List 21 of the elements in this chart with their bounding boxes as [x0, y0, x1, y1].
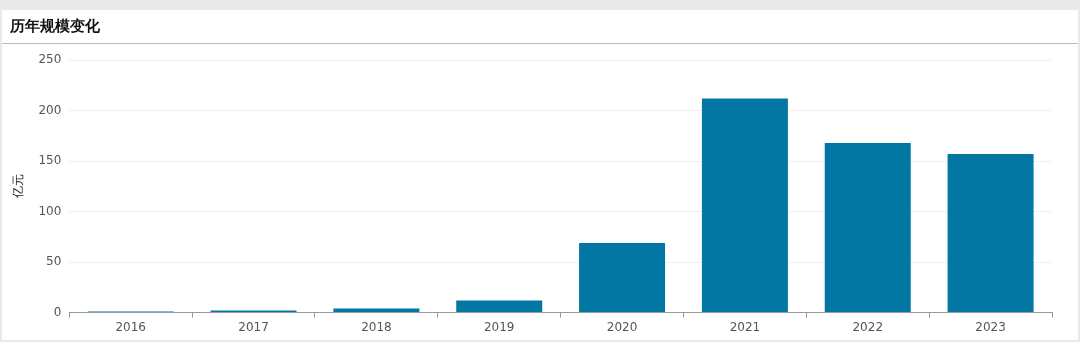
bar: [579, 242, 666, 313]
x-tick-label: 2019: [483, 319, 515, 334]
y-tick-label: 150: [38, 153, 62, 168]
y-tick-label: 100: [38, 203, 62, 218]
chart-title: 历年规模变化: [10, 17, 100, 36]
y-axis-title: 亿元: [11, 174, 26, 200]
x-tick-label: 2017: [238, 319, 269, 334]
x-tick-label: 2016: [115, 319, 146, 334]
x-tick-label: 2020: [606, 319, 638, 334]
y-tick-label: 50: [46, 254, 62, 269]
y-tick-label: 250: [38, 52, 62, 67]
bar: [701, 98, 788, 313]
x-tick-label: 2021: [729, 319, 761, 334]
y-tick-label: 200: [38, 102, 62, 117]
x-tick-label: 2018: [361, 319, 392, 334]
bar: [824, 142, 911, 313]
x-tick-label: 2023: [975, 319, 1006, 334]
y-tick-label: 0: [53, 304, 62, 319]
x-tick-label: 2022: [852, 319, 884, 334]
bar: [947, 154, 1034, 313]
bar: [456, 300, 543, 313]
